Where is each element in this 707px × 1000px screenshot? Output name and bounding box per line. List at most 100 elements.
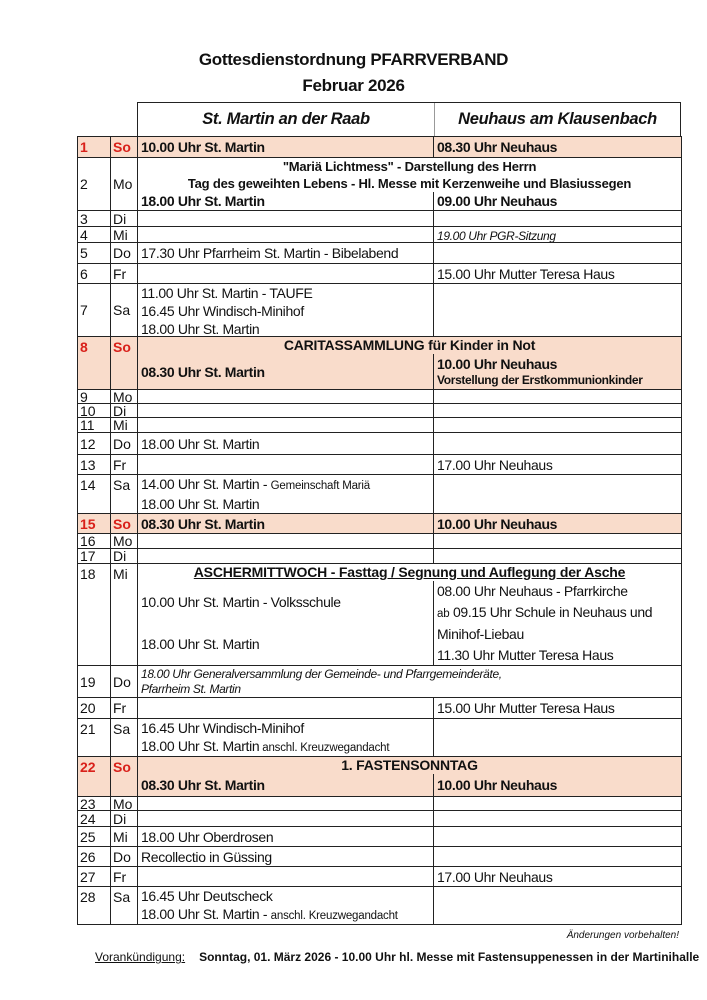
- day-number: 21: [78, 719, 111, 756]
- entry-line: Minihof-Liebau: [437, 625, 681, 643]
- cell-neuhaus: 15.00 Uhr Mutter Teresa Haus: [434, 698, 681, 718]
- entry-text: 17.30 Uhr Pfarrheim St. Martin - Bibelab…: [141, 245, 399, 261]
- table-row-day-23: 23 Mo: [78, 796, 681, 812]
- entry-text: Vorstellung der Erstkommunionkinder: [437, 373, 643, 387]
- weekday: Mo: [111, 158, 138, 210]
- parish-columns: [138, 390, 681, 403]
- day-number: 4: [78, 227, 111, 243]
- weekday: So: [111, 757, 138, 796]
- banner-text: CARITASSAMMLUNG für Kinder in Not: [283, 337, 536, 353]
- entry-text: 18.00 Uhr St. Martin: [141, 496, 260, 512]
- entry-line: 16.45 Uhr Windisch-Minihof: [141, 302, 433, 320]
- table-row-day-5: 5 Do 17.30 Uhr Pfarrheim St. Martin - Bibe…: [78, 242, 681, 263]
- cell-st-martin: 18.00 Uhr St. Martin: [138, 433, 434, 454]
- changes-note: Änderungen vorbehalten!: [566, 930, 679, 941]
- day-number: 13: [78, 455, 111, 474]
- cell-st-martin: 11.00 Uhr St. Martin - TAUFE 16.45 Uhr Wi…: [138, 284, 434, 338]
- entry-text: 08.00 Uhr Neuhaus - Pfarrkirche: [437, 583, 628, 600]
- parish-columns: [138, 418, 681, 432]
- day-number: 3: [78, 211, 111, 227]
- entry-text: 17.00 Uhr Neuhaus: [437, 868, 553, 885]
- day-content: [138, 534, 681, 548]
- parish-columns: 18.00 Uhr St. Martin 09.00 Uhr Neuhaus: [138, 192, 681, 210]
- table-row-day-21: 21 Sa 16.45 Uhr Windisch-Minihof 18.00 Uhr …: [78, 718, 681, 757]
- entry-text: 18.00 Uhr St. Martin: [141, 636, 260, 652]
- table-row-day-18: 18 Mi ASCHERMITTWOCH - Fasttag / Segnung u…: [78, 563, 681, 665]
- banner-text: Tag des geweihten Lebens - Hl. Messe mit…: [187, 176, 632, 191]
- day-content: 15.00 Uhr Mutter Teresa Haus: [138, 264, 681, 283]
- entry-line: 18.00 Uhr St. Martin anschl. Kreuzwegand…: [141, 737, 433, 757]
- cell-neuhaus: [434, 390, 681, 403]
- entry-line: 18.00 Uhr Oberdrosen: [141, 828, 433, 846]
- table-row-day-9: 9 Mo: [78, 389, 681, 405]
- table-row-day-24: 24 Di: [78, 810, 681, 827]
- entry-text: 16.45 Uhr Windisch-Minihof: [141, 303, 304, 319]
- table-row-day-3: 3 Di: [78, 210, 681, 227]
- cell-neuhaus: 17.00 Uhr Neuhaus: [434, 867, 681, 886]
- weekday: Sa: [111, 719, 138, 756]
- table-row-day-8: 8 So CARITASSAMMLUNG für Kinder in Not 08.3…: [78, 336, 681, 389]
- table-row-day-20: 20 Fr 15.00 Uhr Mutter Teresa Haus: [78, 697, 681, 718]
- weekday: Di: [111, 548, 138, 564]
- day-number: 25: [78, 827, 111, 846]
- day-content: 14.00 Uhr St. Martin - Gemeinschaft Mari…: [138, 475, 681, 513]
- weekday: Mo: [111, 533, 138, 549]
- day-number: 26: [78, 847, 111, 866]
- column-header-row: St. Martin an der Raab Neuhaus am Klause…: [137, 102, 681, 136]
- cell-st-martin: [138, 698, 434, 718]
- table-row-day-11: 11 Mi: [78, 417, 681, 433]
- day-number: 10: [78, 403, 111, 419]
- day-content: 17.00 Uhr Neuhaus: [138, 867, 681, 886]
- entry-line: 18.00 Uhr St. Martin - anschl. Kreuzwega…: [141, 905, 433, 925]
- cell-neuhaus: [434, 827, 681, 846]
- weekday: Mi: [111, 227, 138, 243]
- table-row-day-1: 1 So 10.00 Uhr St. Martin 08.30 Uhr Neuhaus: [78, 137, 681, 157]
- entry-line: 18.00 Uhr St. Martin: [141, 192, 433, 210]
- parish-columns: [138, 549, 681, 563]
- entry-line: Pfarrheim St. Martin: [141, 681, 241, 696]
- day-number: 7: [78, 284, 111, 336]
- parish-columns: 08.30 Uhr St. Martin 10.00 Uhr Neuhaus: [138, 774, 681, 796]
- day-content: 08.30 Uhr St. Martin 10.00 Uhr Neuhaus: [138, 514, 681, 533]
- entry-line: 15.00 Uhr Mutter Teresa Haus: [437, 265, 681, 283]
- cell-st-martin: 16.45 Uhr Deutscheck 18.00 Uhr St. Martin…: [138, 887, 434, 925]
- entry-line: 10.00 Uhr Neuhaus: [437, 515, 681, 533]
- cell-st-martin: [138, 534, 434, 548]
- day-number: 17: [78, 548, 111, 564]
- entry-line: 14.00 Uhr St. Martin - Gemeinschaft Mari…: [141, 475, 433, 495]
- table-row-day-12: 12 Do 18.00 Uhr St. Martin: [78, 432, 681, 454]
- parish-columns: 10.00 Uhr St. Martin - Volksschule 18.00 …: [138, 581, 681, 665]
- entry-text: 11.30 Uhr Mutter Teresa Haus: [437, 646, 614, 663]
- day-number: 20: [78, 698, 111, 718]
- weekday: Mo: [111, 389, 138, 405]
- entry-text: 08.30 Uhr Neuhaus: [437, 139, 558, 155]
- entry-text: 10.00 Uhr Neuhaus: [437, 515, 558, 532]
- cell-neuhaus: [434, 404, 681, 417]
- weekday: Mi: [111, 827, 138, 846]
- day-content: [138, 549, 681, 563]
- table-row-day-2: 2 Mo "Mariä Lichtmess" - Darstellung des H…: [78, 157, 681, 210]
- weekday: So: [111, 337, 138, 389]
- parish-columns: Recollectio in Güssing: [138, 847, 681, 866]
- cell-neuhaus: 08.00 Uhr Neuhaus - Pfarrkirche ab 09.15 …: [434, 581, 681, 665]
- event-banner: 1. FASTENSONNTAG: [138, 757, 681, 774]
- entry-text: 14.00 Uhr St. Martin -: [141, 476, 271, 492]
- table-row-day-14: 14 Sa 14.00 Uhr St. Martin - Gemeinschaft …: [78, 474, 681, 513]
- entry-text: 08.30 Uhr St. Martin: [141, 515, 265, 532]
- day-content: [138, 211, 681, 226]
- parish-columns: 18.00 Uhr Oberdrosen: [138, 827, 681, 846]
- entry-line: 17.00 Uhr Neuhaus: [437, 868, 681, 886]
- entry-line: 08.30 Uhr St. Martin: [141, 776, 433, 794]
- cell-st-martin: 08.30 Uhr St. Martin: [138, 774, 434, 796]
- weekday: Mo: [111, 796, 138, 812]
- entry-note: anschl. Kreuzwegandacht: [270, 910, 398, 922]
- cell-st-martin: 14.00 Uhr St. Martin - Gemeinschaft Mari…: [138, 475, 434, 513]
- cell-st-martin: 10.00 Uhr St. Martin: [138, 137, 434, 157]
- weekday: Sa: [111, 475, 138, 513]
- parish-columns: 17.30 Uhr Pfarrheim St. Martin - Bibelab…: [138, 243, 681, 263]
- entry-line: 16.45 Uhr Windisch-Minihof: [141, 719, 433, 737]
- cell-st-martin: [138, 797, 434, 810]
- parish-columns: 10.00 Uhr St. Martin 08.30 Uhr Neuhaus: [138, 137, 681, 157]
- entry-line: Recollectio in Güssing: [141, 848, 433, 866]
- table-row-day-4: 4 Mi 19.00 Uhr PGR-Sitzung: [78, 226, 681, 245]
